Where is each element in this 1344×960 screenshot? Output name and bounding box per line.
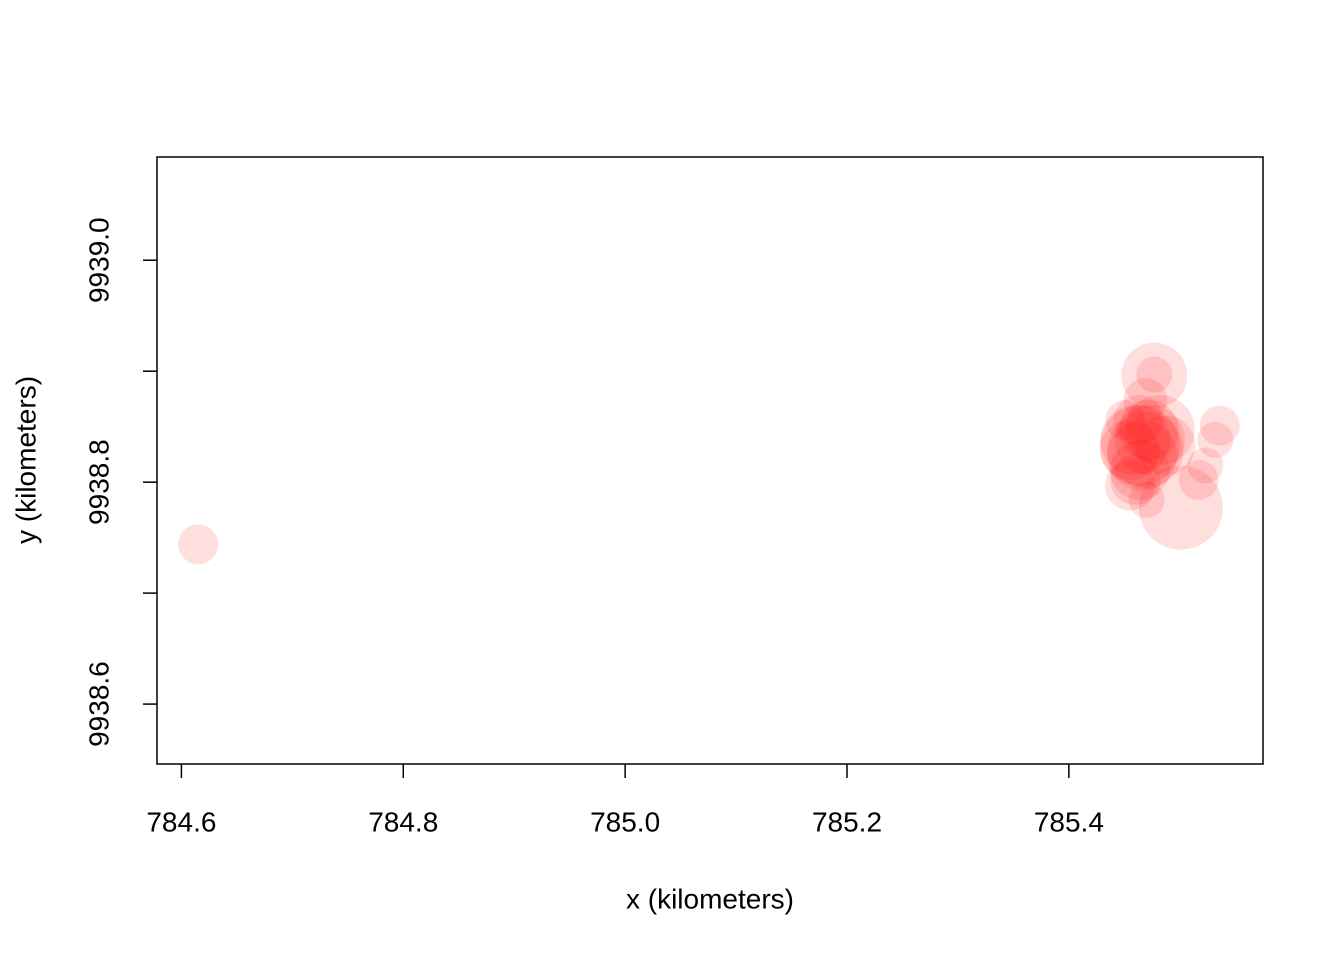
bubble: [1107, 411, 1184, 488]
bubble: [1104, 460, 1155, 511]
bubble: [1099, 405, 1180, 486]
bubble: [1124, 394, 1195, 465]
x-axis-label: x (kilometers): [626, 883, 794, 914]
x-tick-label: 785.0: [590, 806, 660, 837]
bubble: [1118, 399, 1179, 460]
bubble: [1197, 421, 1234, 458]
plot-frame: [156, 156, 1264, 765]
bubble: [1128, 481, 1165, 518]
x-tick-label: 785.4: [1034, 806, 1104, 837]
bubble: [1178, 459, 1219, 500]
y-tick-label: 9939.0: [83, 217, 114, 303]
bubble: [1187, 447, 1224, 484]
bubble: [178, 524, 219, 565]
y-tick-label: 9938.8: [83, 439, 114, 525]
bubble: [1138, 465, 1223, 550]
bubble: [1135, 415, 1196, 476]
bubble: [1121, 342, 1188, 409]
bubble: [1109, 439, 1170, 500]
bubble: [1114, 404, 1185, 475]
bubble: [1110, 454, 1161, 505]
bubble: [1123, 378, 1168, 423]
y-axis-label: y (kilometers): [10, 376, 41, 544]
bubble: [1113, 394, 1164, 445]
x-tick-label: 784.8: [368, 806, 438, 837]
bubble: [1099, 419, 1160, 480]
x-tick-label: 784.6: [146, 806, 216, 837]
bubble: [1100, 404, 1171, 475]
bubble: [1136, 356, 1173, 393]
bubble: [1105, 399, 1146, 440]
y-tick-label: 9938.6: [83, 661, 114, 747]
x-tick-label: 785.2: [812, 806, 882, 837]
bubble: [1199, 405, 1240, 446]
bubble: [1107, 420, 1178, 491]
